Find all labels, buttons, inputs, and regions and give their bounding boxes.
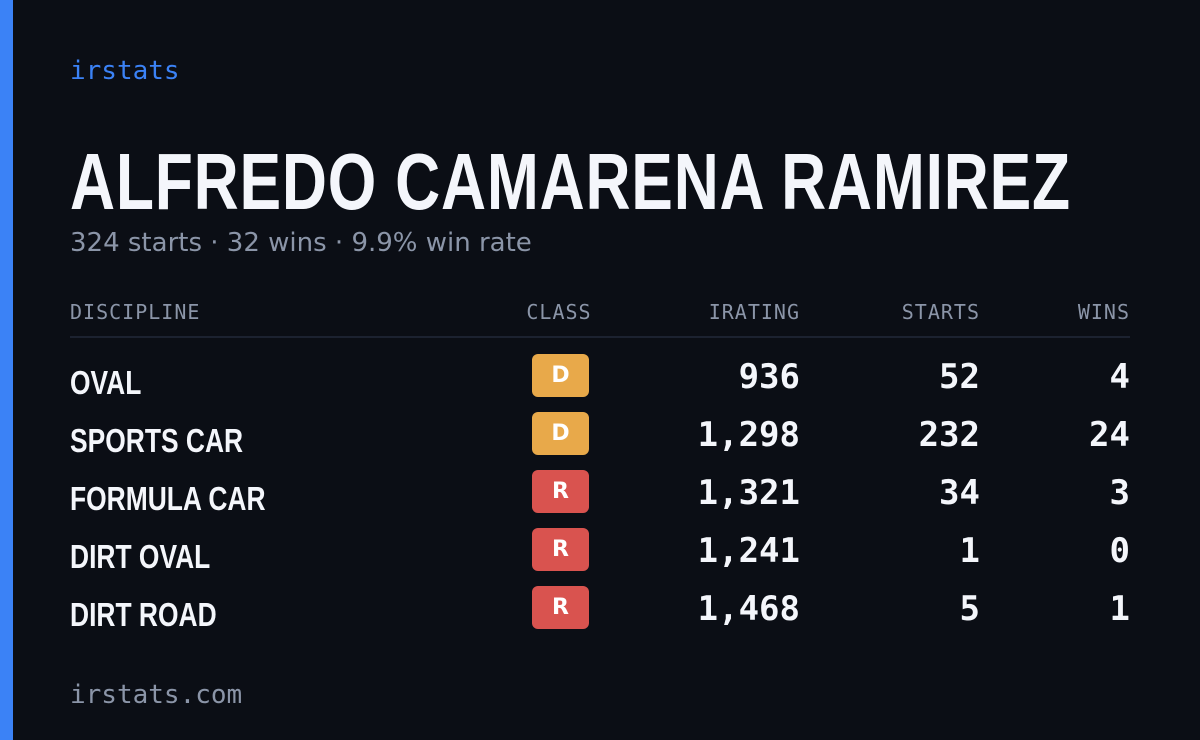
footer-url: irstats.com	[70, 680, 243, 710]
starts-value: 52	[939, 357, 980, 397]
table-header: DISCIPLINE CLASS IRATING STARTS WINS	[70, 300, 1130, 328]
table-row: SPORTS CAR D 1,298 232 24	[70, 408, 1130, 466]
brand-logo: irstats	[70, 56, 180, 86]
irating-value: 1,298	[697, 415, 800, 455]
header-irating: IRATING	[708, 300, 800, 324]
table-row: FORMULA CAR R 1,321 34 3	[70, 466, 1130, 524]
class-badge: D	[532, 354, 589, 397]
header-discipline: DISCIPLINE	[70, 300, 201, 324]
header-wins: WINS	[1077, 300, 1130, 324]
irating-value: 1,321	[697, 473, 800, 513]
wins-value: 1	[1109, 589, 1130, 629]
header-starts: STARTS	[901, 300, 980, 324]
starts-value: 1	[959, 531, 980, 571]
discipline-name: FORMULA CAR	[70, 480, 266, 517]
discipline-name: OVAL	[70, 364, 142, 401]
header-divider	[70, 336, 1130, 338]
table-row: DIRT ROAD R 1,468 5 1	[70, 582, 1130, 640]
wins-value: 0	[1109, 531, 1130, 571]
wins-value: 4	[1109, 357, 1130, 397]
discipline-name: SPORTS CAR	[70, 422, 244, 459]
discipline-table: OVAL D 936 52 4 SPORTS CAR D 1,298 232 2…	[70, 350, 1130, 640]
driver-name: ALFREDO CAMARENA RAMIREZ	[70, 137, 1071, 226]
irating-value: 1,468	[697, 589, 800, 629]
irating-value: 1,241	[697, 531, 800, 571]
table-row: OVAL D 936 52 4	[70, 350, 1130, 408]
accent-bar	[0, 0, 13, 740]
class-badge: D	[532, 412, 589, 455]
irating-value: 936	[738, 357, 800, 397]
wins-value: 24	[1089, 415, 1130, 455]
table-row: DIRT OVAL R 1,241 1 0	[70, 524, 1130, 582]
starts-value: 34	[939, 473, 980, 513]
discipline-name: DIRT ROAD	[70, 596, 217, 633]
wins-value: 3	[1109, 473, 1130, 513]
header-class: CLASS	[526, 300, 592, 324]
discipline-name: DIRT OVAL	[70, 538, 211, 575]
class-badge: R	[532, 470, 589, 513]
class-badge: R	[532, 586, 589, 629]
starts-value: 232	[918, 415, 980, 455]
class-badge: R	[532, 528, 589, 571]
driver-summary: 324 starts · 32 wins · 9.9% win rate	[70, 228, 532, 258]
starts-value: 5	[959, 589, 980, 629]
